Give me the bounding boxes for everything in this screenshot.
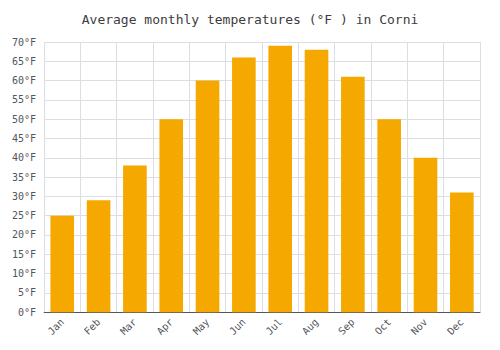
svg-text:Nov: Nov — [409, 316, 430, 337]
svg-text:Sep: Sep — [336, 316, 357, 337]
svg-text:Mar: Mar — [118, 316, 139, 337]
svg-text:60°F: 60°F — [12, 75, 36, 86]
svg-text:40°F: 40°F — [12, 152, 36, 163]
svg-text:May: May — [191, 316, 212, 337]
svg-text:Jan: Jan — [46, 316, 67, 337]
svg-text:70°F: 70°F — [12, 37, 36, 48]
svg-text:Apr: Apr — [155, 316, 176, 337]
svg-text:Average monthly temperatures (: Average monthly temperatures (°F ) in Co… — [82, 12, 419, 27]
svg-text:35°F: 35°F — [12, 172, 36, 183]
svg-text:55°F: 55°F — [12, 94, 36, 105]
svg-text:0°F: 0°F — [18, 307, 36, 318]
svg-text:Dec: Dec — [445, 316, 466, 337]
svg-text:Jun: Jun — [227, 316, 248, 337]
svg-text:30°F: 30°F — [12, 191, 36, 202]
svg-text:Aug: Aug — [300, 316, 321, 337]
svg-text:5°F: 5°F — [18, 287, 36, 298]
svg-text:10°F: 10°F — [12, 268, 36, 279]
svg-text:50°F: 50°F — [12, 114, 36, 125]
svg-text:65°F: 65°F — [12, 56, 36, 67]
svg-text:15°F: 15°F — [12, 249, 36, 260]
svg-text:20°F: 20°F — [12, 229, 36, 240]
svg-text:Jul: Jul — [264, 316, 285, 337]
svg-text:Oct: Oct — [373, 316, 394, 337]
svg-text:25°F: 25°F — [12, 210, 36, 221]
svg-text:Feb: Feb — [82, 316, 103, 337]
svg-text:45°F: 45°F — [12, 133, 36, 144]
